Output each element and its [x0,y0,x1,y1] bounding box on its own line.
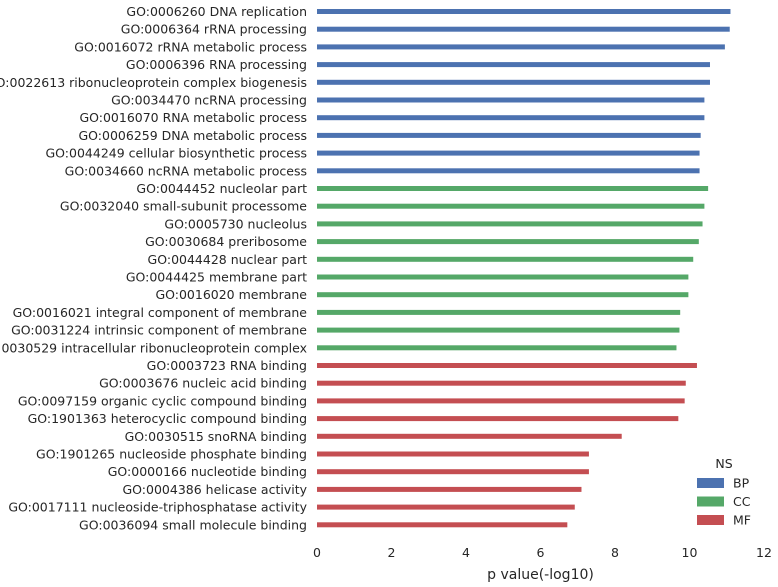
y-tick-label: GO:0005730 nucleolus [164,216,307,231]
y-tick-label: GO:0006396 RNA processing [126,57,307,72]
bar-bp [317,115,705,121]
bar-cc [317,345,677,351]
bar-bp [317,150,700,156]
y-tick-label: GO:0044425 membrane part [126,270,307,285]
y-tick-label: GO:0003723 RNA binding [147,358,307,373]
y-tick-label: GO:0003676 nucleic acid binding [99,376,307,391]
bar-mf [317,433,622,439]
bar-bp [317,26,730,32]
x-tick-label: 2 [388,545,396,560]
y-tick-label: GO:0022613 ribonucleoprotein complex bio… [0,75,307,90]
bar-cc [317,309,681,315]
y-tick-label: GO:0016021 integral component of membran… [13,305,308,320]
bar-bp [317,97,705,103]
x-tick-label: 8 [611,545,619,560]
bar-mf [317,363,697,368]
legend-label: CC [733,494,751,509]
y-tick-label: GO:0000166 nucleotide binding [108,464,307,479]
y-tick-label: GO:0030515 snoRNA binding [125,429,307,444]
bar-mf [317,486,582,492]
y-tick-label: GO:1901265 nucleoside phosphate binding [36,447,307,462]
bar-mf [317,398,685,404]
legend-swatch-cc [697,496,724,507]
y-tick-label: GO:0034660 ncRNA metabolic process [65,163,307,178]
y-tick-label: GO:0044249 cellular biosynthetic process [46,146,308,161]
bar-mf [317,469,589,475]
bar-bp [317,79,710,85]
y-tick-label: GO:0016070 RNA metabolic process [79,110,307,125]
y-tick-label: GO:0016072 rRNA metabolic process [74,39,307,54]
bar-mf [317,451,589,457]
y-tick-label: GO:1901363 heterocyclic compound binding [28,411,307,426]
x-axis-label: p value(-log10) [487,567,594,583]
x-tick-label: 6 [537,545,545,560]
y-tick-label: GO:0097159 organic cyclic compound bindi… [18,393,307,408]
bar-cc [317,274,689,280]
bar-cc [317,292,689,298]
y-tick-label: GO:0006364 rRNA processing [121,22,307,37]
legend-swatch-mf [697,515,724,525]
legend-items: BP CC MF [697,476,751,528]
bar-cc [317,221,703,227]
bar-mf [317,522,568,528]
y-tick-label: GO:0034470 ncRNA processing [111,93,307,108]
y-tick-label: GO:0006259 DNA metabolic process [79,128,308,143]
bar-cc [317,327,680,333]
bars-layer [317,9,731,528]
bar-bp [317,132,701,138]
bar-bp [317,62,710,68]
x-tick-label: 10 [682,545,698,560]
bar-cc [317,203,705,209]
legend-label: MF [733,513,751,528]
bar-mf [317,504,575,510]
y-tick-label: GO:0032040 small-subunit processome [60,199,307,214]
bar-bp [317,168,700,174]
legend: NS BP CC MF [697,456,751,528]
x-tick-label: 12 [756,545,772,560]
x-tick-labels: 0 2 4 6 8 10 12 [313,545,772,560]
y-tick-label: GO:0044428 nuclear part [148,252,308,267]
bar-cc [317,239,699,245]
bar-bp [317,9,731,14]
y-tick-label: GO:0031224 intrinsic component of membra… [11,323,307,338]
y-tick-label: GO:0030684 preribosome [145,234,307,249]
y-tick-label: GO:0004386 helicase activity [122,482,307,497]
y-tick-label: GO:0030529 intracellular ribonucleoprote… [0,340,307,355]
y-tick-label: GO:0036094 small molecule binding [79,517,307,532]
y-tick-label: GO:0044452 nucleolar part [136,181,307,196]
y-tick-labels: GO:0006260 DNA replication GO:0006364 rRN… [0,4,308,532]
y-tick-label: GO:0006260 DNA replication [126,4,307,19]
x-tick-label: 4 [462,545,470,560]
y-tick-label: GO:0017111 nucleoside-triphosphatase act… [8,500,307,515]
bar-cc [317,186,709,191]
bar-cc [317,256,694,262]
bar-mf [317,416,679,422]
x-tick-label: 0 [313,545,321,560]
y-tick-label: GO:0016020 membrane [155,287,307,302]
bar-bp [317,44,725,50]
bar-mf [317,380,686,386]
legend-swatch-bp [697,478,724,488]
legend-label: BP [733,476,750,491]
legend-title: NS [715,456,732,471]
